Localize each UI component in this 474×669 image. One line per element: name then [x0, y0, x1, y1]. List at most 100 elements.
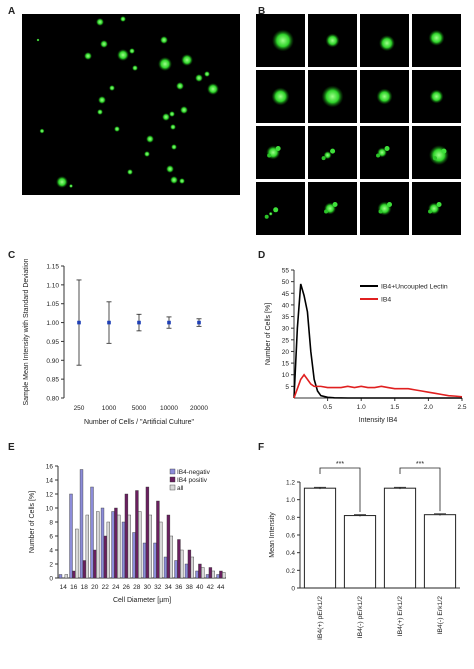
cell-fragment	[267, 153, 272, 158]
y-tick-label: 0.90	[46, 358, 59, 365]
y-tick-label: 5	[285, 384, 289, 391]
cell-blob	[268, 211, 273, 216]
micrograph-grid-b	[256, 14, 466, 242]
y-tick-label: 0	[49, 576, 53, 583]
series-line	[293, 373, 463, 399]
micrograph-a	[22, 14, 240, 195]
bar	[124, 493, 129, 579]
y-tick-label: 35	[282, 314, 290, 321]
chart-d: 5 10 15 20 25 30 35 40 45 50 55 0.5 1.0 1.5 2.0 2.5 IB4+…	[265, 268, 467, 425]
bar	[138, 511, 142, 579]
bar	[58, 574, 63, 579]
y-tick-label: 0.6	[286, 533, 295, 540]
data-point	[77, 320, 81, 325]
cell-blob	[323, 151, 332, 160]
y-tick-label: 16	[46, 464, 54, 471]
significance-bracket	[399, 467, 441, 512]
significance-label: ***	[336, 461, 344, 468]
legend-label: IB4 positiv	[177, 477, 208, 484]
y-axis-label: Mean Intensity	[269, 512, 276, 558]
x-tick-label: 16	[70, 584, 78, 591]
y-tick-label: 6	[49, 534, 53, 541]
data-point	[197, 320, 201, 325]
x-tick-label: 34	[165, 584, 173, 591]
bar	[100, 507, 105, 579]
cell-fragment	[441, 148, 447, 154]
cell-fragment	[387, 202, 392, 207]
y-tick-label: 2	[49, 562, 53, 569]
data-point	[137, 320, 141, 325]
x-tick-label: 1.0	[357, 404, 366, 411]
bar	[219, 570, 223, 579]
y-tick-label: 25	[282, 337, 290, 344]
legend-label: IB4+Uncoupled Lectin	[381, 284, 448, 291]
bar	[135, 490, 139, 579]
y-tick-label: 14	[46, 478, 54, 485]
y-tick-label: 10	[46, 506, 54, 513]
y-tick-label: 12	[46, 492, 54, 499]
cell-fragment	[330, 148, 336, 154]
chart-c: 0.80 0.85 0.90 0.95 1.00 1.05 1.10 1.15 250 1000 5…	[23, 258, 208, 426]
x-tick-label: 5000	[132, 405, 147, 412]
bar	[103, 535, 108, 579]
y-tick-label: 20	[282, 349, 290, 356]
cell-fragment	[378, 209, 383, 214]
y-tick-label: 40	[282, 302, 290, 309]
y-tick-label: 1.15	[46, 264, 59, 271]
significance-bracket	[319, 467, 361, 513]
y-axis-label: Number of Cells [%]	[29, 491, 36, 553]
x-tick-label: IB4(-) Erk1/2	[437, 596, 444, 635]
y-tick-label: 0.80	[46, 396, 59, 403]
y-axis-label: Number of Cells [%]	[265, 303, 272, 365]
bar	[166, 514, 171, 579]
bar	[303, 487, 337, 589]
x-tick-label: 32	[154, 584, 162, 591]
cell-blob	[428, 145, 449, 166]
bar	[85, 514, 89, 579]
x-tick-label: 36	[175, 584, 183, 591]
y-tick-label: 1.2	[286, 480, 295, 487]
bar	[180, 549, 184, 579]
cell-fragment	[384, 146, 390, 151]
bar	[216, 574, 220, 579]
bar	[132, 532, 136, 579]
legend-label: IB4-negativ	[177, 469, 211, 476]
legend-swatch	[169, 476, 176, 483]
bar	[208, 567, 213, 579]
bar	[90, 486, 94, 579]
x-tick-label: 2.0	[424, 404, 433, 411]
cell-tile	[256, 182, 305, 235]
data-point	[167, 320, 171, 325]
y-tick-label: 1.10	[46, 282, 59, 289]
bar	[64, 574, 69, 579]
bar	[169, 535, 173, 579]
bar	[121, 521, 126, 579]
bar	[187, 549, 192, 579]
panel-letter-d: D	[258, 250, 266, 261]
y-tick-label: 50	[282, 279, 290, 286]
y-axis-label: Sample Mean Intensity with Standard Devi…	[23, 258, 30, 405]
cell-fragment	[436, 202, 442, 207]
cell-fragment	[275, 146, 281, 151]
bar	[111, 511, 115, 579]
y-tick-label: 4	[49, 548, 53, 555]
bar	[190, 556, 194, 579]
chart-f: 0 0.2 0.4 0.6 0.8 1.0 1.2 IB4(+) pErk1/2 IB4(-) …	[269, 461, 460, 640]
y-tick-label: 1.05	[46, 301, 59, 308]
cell-blob	[271, 87, 290, 106]
legend-swatch	[169, 484, 176, 491]
bar	[211, 570, 215, 579]
y-tick-label: 0.4	[286, 550, 295, 557]
y-tick-label: 0	[291, 586, 295, 593]
x-tick-label: 26	[123, 584, 131, 591]
panel-letter-c: C	[8, 250, 16, 261]
cell-fragment	[324, 209, 329, 214]
significance-label: ***	[416, 461, 424, 468]
bar	[184, 563, 189, 579]
legend-label: IB4	[381, 297, 391, 304]
cell-fragment	[273, 207, 279, 213]
cell-blob	[429, 89, 444, 104]
bar	[222, 572, 226, 579]
cell-blob	[271, 29, 294, 52]
bar	[153, 542, 157, 579]
